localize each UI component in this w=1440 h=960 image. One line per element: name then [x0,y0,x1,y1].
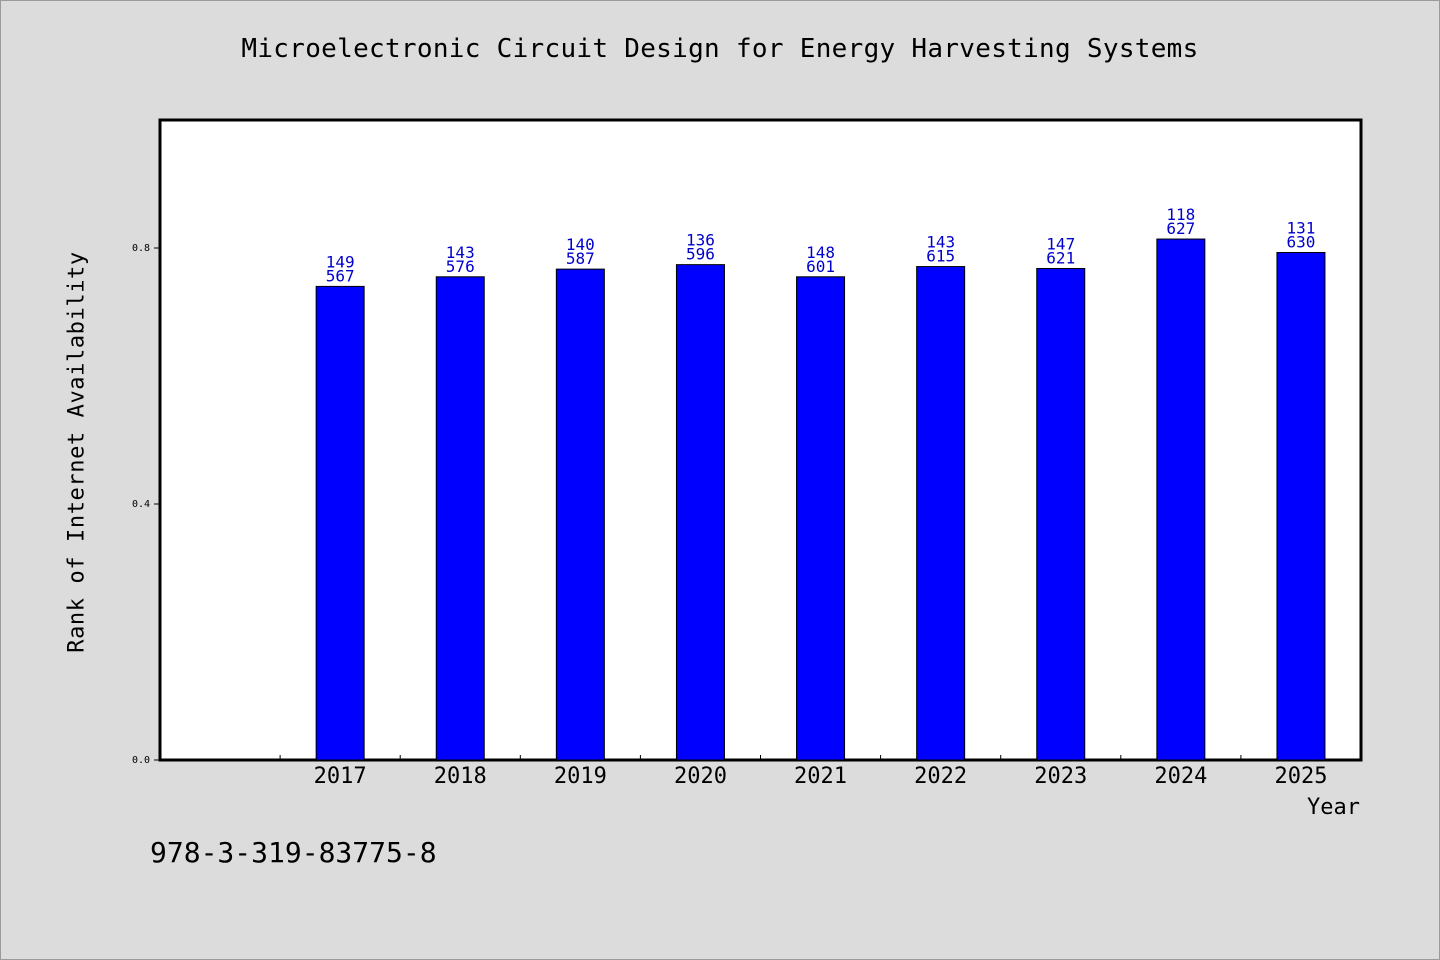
bar-2023 [1036,267,1086,761]
bar-label-top: 131 [1286,218,1315,237]
x-axis-ticks [279,755,1242,760]
bar-label-bottom: 621 [1046,248,1075,267]
y-tick-label: 0.0 [132,755,150,766]
y-tick-label: 0.8 [132,243,150,254]
bar-label-top: 118 [1166,205,1195,224]
x-tick-label: 2024 [1154,764,1207,789]
bar-label-bottom: 596 [686,245,715,264]
bar-label-bottom: 615 [926,247,955,266]
x-tick-label: 2022 [914,764,967,789]
chart-title: Microelectronic Circuit Design for Energ… [241,34,1199,64]
bar-2017 [315,285,365,761]
x-tick-label: 2025 [1274,764,1327,789]
isbn-label: 978-3-319-83775-8 [150,836,437,869]
x-tick-label: 2020 [674,764,727,789]
bar-2018 [435,276,485,761]
bar-label-bottom: 567 [326,266,355,285]
bar-label-top: 149 [326,252,355,271]
y-axis-label: Rank of Internet Availability [64,251,90,653]
bar-label-top: 143 [446,243,475,262]
bar-label-top: 147 [1046,234,1075,253]
y-axis-ticks: 0.0 0.4 0.8 [132,243,160,766]
bar-label-bottom: 627 [1166,219,1195,238]
bar-label-top: 140 [566,235,595,254]
bar-2019 [555,268,605,761]
x-tick-label: 2018 [434,764,487,789]
bar-label-bottom: 630 [1286,232,1315,251]
bar-label-top: 143 [926,233,955,252]
x-tick-label: 2017 [314,764,367,789]
bar-label-top: 148 [806,243,835,262]
bar-series [315,238,1326,761]
x-axis-label: Year [1307,795,1360,820]
x-tick-label: 2021 [794,764,847,789]
bar-label-bottom: 601 [806,257,835,276]
bar-2021 [796,276,846,761]
bar-label-bottom: 576 [446,257,475,276]
x-tick-label: 2023 [1034,764,1087,789]
bar-2020 [675,264,725,761]
bar-2024 [1156,238,1206,761]
bar-2025 [1276,251,1326,761]
bar-2022 [916,266,966,761]
bar-label-bottom: 587 [566,249,595,268]
x-axis-tick-labels: 2017 2018 2019 2020 2021 2022 2023 2024 2025 [314,764,1328,789]
x-tick-label: 2019 [554,764,607,789]
y-tick-label: 0.4 [132,499,150,510]
bar-label-top: 136 [686,231,715,250]
